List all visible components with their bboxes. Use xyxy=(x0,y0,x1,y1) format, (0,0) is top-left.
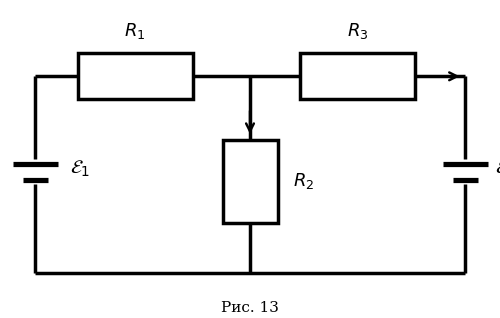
Bar xyxy=(78,53,192,99)
Text: $R_3$: $R_3$ xyxy=(347,21,368,41)
Text: $\mathcal{E}_2$: $\mathcal{E}_2$ xyxy=(495,158,500,179)
Text: $R_2$: $R_2$ xyxy=(292,171,314,191)
Text: Рис. 13: Рис. 13 xyxy=(221,301,279,315)
Bar xyxy=(222,140,278,223)
Text: $R_1$: $R_1$ xyxy=(124,21,146,41)
Bar xyxy=(300,53,415,99)
Text: $\mathcal{E}_1$: $\mathcal{E}_1$ xyxy=(70,158,90,179)
